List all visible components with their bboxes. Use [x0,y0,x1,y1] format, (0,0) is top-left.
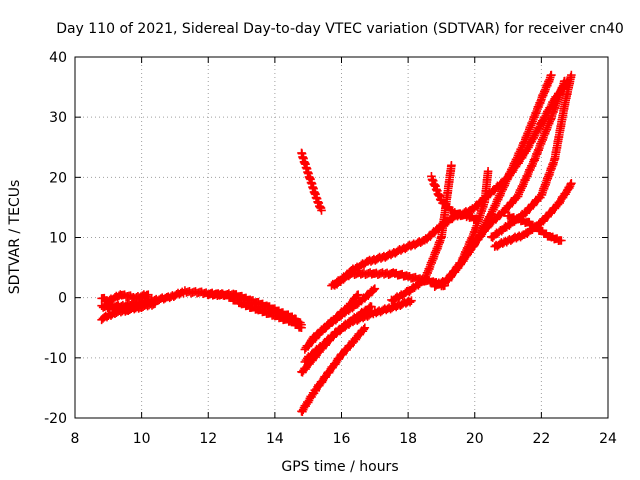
series-arc-5 [230,290,306,330]
x-tick-label: 18 [399,431,417,447]
data-point [567,179,576,188]
series-arc-7 [297,323,370,417]
chart-title: Day 110 of 2021, Sidereal Day-to-day VTE… [56,21,624,37]
x-tick-label: 22 [532,431,550,447]
series-arc-2 [97,299,160,325]
y-tick-label: -10 [44,351,67,367]
x-axis-label: GPS time / hours [281,459,398,475]
x-tick-label: 14 [266,431,284,447]
y-tick-label: 20 [49,170,67,186]
data-point [353,290,363,299]
data-point [143,290,153,299]
y-tick-label: 30 [49,110,67,126]
data-point [447,161,456,170]
x-tick-label: 16 [333,431,351,447]
x-tick-label: 12 [199,431,217,447]
y-tick-label: 10 [49,231,67,247]
series-arc-3 [97,290,153,306]
series-arc-21 [487,70,576,242]
series-arc-9 [300,302,376,367]
data-point [150,299,160,308]
data-point [367,302,376,311]
series-arc-11 [307,284,380,345]
x-tick-label: 24 [599,431,617,447]
x-tick-label: 10 [133,431,151,447]
data-points [97,70,576,417]
series-arc-18 [437,70,556,291]
data-point [407,296,416,305]
y-axis-label: SDTVAR / TECUs [7,180,23,295]
data-point [360,323,370,333]
data-point [369,285,379,294]
data-point [370,284,380,293]
series-arc-15 [427,171,483,224]
data-point [567,70,576,80]
y-tick-label: 40 [49,50,67,66]
data-point [547,70,556,80]
data-point [483,167,493,176]
y-tick-label: -20 [44,411,67,427]
axis-tick-labels: 8 10 12 14 16 18 20 22 24 -20 -10 0 10 20 30 40 [44,50,617,447]
x-tick-label: 8 [71,431,80,447]
data-point [557,236,566,245]
series-arc-6 [297,148,326,215]
x-tick-label: 20 [466,431,484,447]
y-tick-label: 0 [58,291,67,307]
plot-frame [74,56,609,419]
series-arc-4 [203,289,306,333]
data-point [317,206,326,215]
data-point [297,320,306,330]
